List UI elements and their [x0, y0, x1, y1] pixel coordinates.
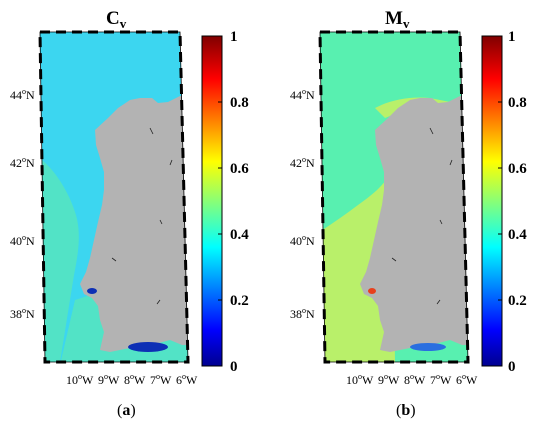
- panel-a-estuary-tejo: [87, 288, 97, 294]
- colorbar-tick-label: 0.2: [230, 293, 249, 309]
- panel-b-lon-9: 9oW: [378, 372, 400, 387]
- colorbar-tick-label: 1: [230, 29, 238, 45]
- panel-b-colorbar: [481, 35, 503, 367]
- colorbar-tick-label: 1: [508, 29, 516, 45]
- panel-b-lat-40: 40oN: [290, 233, 315, 248]
- panel-a-lon-8: 8oW: [124, 372, 146, 387]
- panel-a-colorbar-ticks: 1 0.8 0.6 0.4 0.2 0: [218, 29, 249, 375]
- panel-a-lon-7: 7oW: [150, 372, 172, 387]
- panel-b-lat-42: 42oN: [290, 155, 315, 170]
- panel-a-lon-6: 6oW: [176, 372, 198, 387]
- panel-b-lat-44: 44oN: [290, 87, 315, 102]
- colorbar-tick-label: 0.8: [508, 95, 527, 111]
- colorbar-tick-label: 0.6: [230, 161, 249, 177]
- panel-b-land: [360, 96, 468, 352]
- panel-b-estuary-south: [410, 343, 446, 351]
- panel-a-river-lines: [111, 127, 173, 305]
- panel-a-frame-inner: [39, 31, 189, 363]
- panel-a-lon-10: 10oW: [66, 372, 94, 387]
- panel-b-title-sub: v: [403, 16, 410, 31]
- colorbar-tick-label: 0.8: [230, 95, 249, 111]
- colorbar-tick-label: 0.4: [508, 227, 527, 243]
- colorbar-tick-label: 0: [508, 359, 516, 375]
- panel-a-title-main: C: [106, 8, 120, 29]
- panel-b-lon-8: 8oW: [404, 372, 426, 387]
- panel-b-river-lines: [391, 127, 453, 305]
- panel-a-estuary-south: [128, 342, 168, 352]
- panel-b-estuary-tejo: [368, 288, 376, 294]
- panel-a-nearshore-band: [40, 155, 79, 362]
- panel-b-caption: (b): [396, 402, 416, 419]
- panel-a-lat-38: 38oN: [10, 306, 35, 321]
- panel-a-colorbar: [201, 35, 223, 367]
- panel-b: Mv 44oN 42oN 40oN 38oN 10oW 9oW 8oW 7oW …: [290, 8, 527, 419]
- panel-b-title-main: M: [385, 8, 403, 29]
- panel-b-nearshore-band: [320, 170, 395, 362]
- panel-b-map: [320, 32, 468, 362]
- colorbar-tick-label: 0.4: [230, 227, 249, 243]
- panel-a-lat-44: 44oN: [10, 87, 35, 102]
- colorbar-tick-label: 0: [230, 359, 238, 375]
- panel-a-lon-9: 9oW: [98, 372, 120, 387]
- panel-b-lon-10: 10oW: [346, 372, 374, 387]
- panel-a-lat-40: 40oN: [10, 233, 35, 248]
- colorbar-tick-label: 0.2: [508, 293, 527, 309]
- panel-a-land: [80, 96, 188, 352]
- panel-a: Cv 44oN 42oN 40oN 38oN 10oW 9oW 8oW 7oW …: [10, 8, 249, 419]
- colorbar-tick-label: 0.6: [508, 161, 527, 177]
- panel-b-frame-inner: [319, 31, 469, 363]
- panel-b-title: Mv: [385, 8, 410, 31]
- panel-b-lat-38: 38oN: [290, 306, 315, 321]
- panel-a-map: [40, 32, 188, 362]
- panel-a-lat-42: 42oN: [10, 155, 35, 170]
- panel-b-lon-7: 7oW: [430, 372, 452, 387]
- panel-a-title-sub: v: [120, 16, 127, 31]
- panel-b-lon-6: 6oW: [456, 372, 478, 387]
- panel-b-colorbar-ticks: 1 0.8 0.6 0.4 0.2 0: [498, 29, 527, 375]
- panel-a-title: Cv: [106, 8, 127, 31]
- panel-a-caption: (a): [117, 402, 136, 419]
